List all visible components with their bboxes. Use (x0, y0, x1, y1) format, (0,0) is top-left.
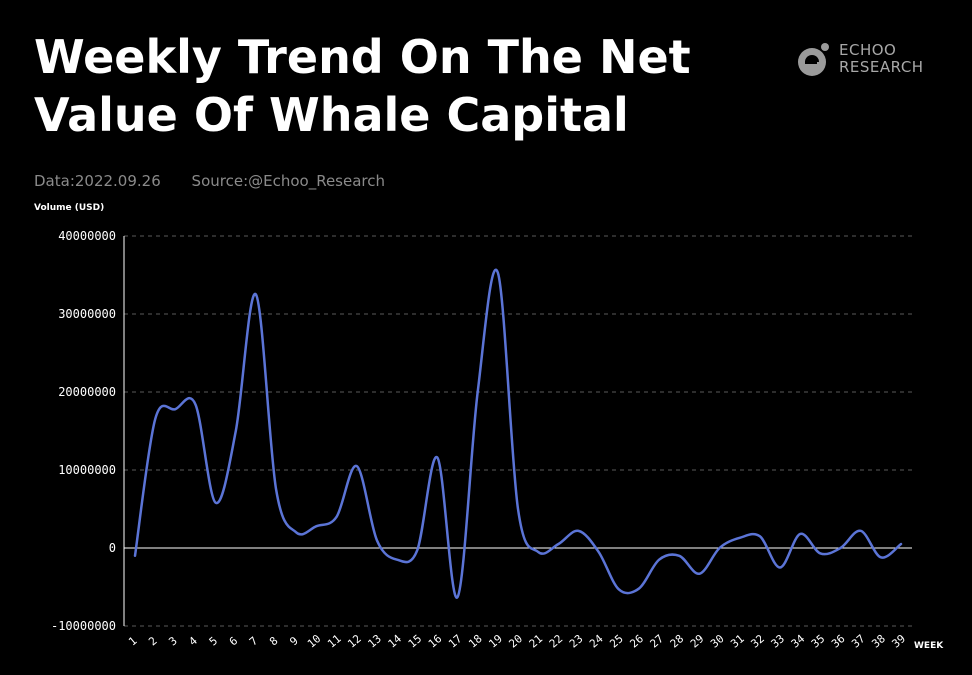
axis-layer (123, 236, 912, 626)
x-tick-label: 2 (146, 634, 159, 648)
x-tick-label: 26 (627, 632, 646, 650)
source-text: Source:@Echoo_Research (191, 172, 386, 190)
x-tick-label: 18 (466, 632, 485, 650)
y-tick-label: 10000000 (58, 463, 116, 477)
logo-line-1: ECHOO (839, 41, 897, 59)
x-tick-label: 1 (126, 634, 139, 648)
x-tick-label: 38 (869, 632, 888, 650)
y-tick-label: 40000000 (58, 229, 116, 243)
x-tick-label: 34 (789, 632, 808, 651)
x-tick-label: 37 (849, 632, 868, 650)
x-tick-label: 28 (668, 632, 687, 650)
chart-meta: Data:2022.09.26 Source:@Echoo_Research (34, 172, 385, 190)
x-tick-label: 21 (527, 632, 546, 650)
grid-layer (124, 235, 912, 627)
x-tick-label: 36 (829, 632, 848, 650)
x-tick-label: 8 (267, 634, 280, 648)
x-tick-label: 17 (446, 632, 465, 650)
chart-title: Weekly Trend On The Net Value Of Whale C… (34, 30, 691, 142)
x-tick-label: 3 (166, 634, 179, 648)
date-text: Data:2022.09.26 (34, 172, 161, 190)
x-tick-label: 10 (305, 632, 324, 650)
x-tick-label: 9 (287, 634, 300, 648)
x-tick-label: 32 (748, 632, 767, 650)
x-tick-label: 39 (889, 632, 908, 650)
x-tick-label: 31 (728, 632, 747, 650)
y-tick-label: 0 (109, 541, 116, 555)
logo-line-2: RESEARCH (839, 58, 924, 76)
x-tick-label: 6 (227, 634, 240, 648)
y-tick-label: -10000000 (51, 619, 116, 633)
x-axis-label: WEEK (914, 641, 944, 651)
x-tick-label: 19 (486, 632, 505, 650)
line-layer (133, 268, 903, 599)
x-tick-label: 11 (325, 632, 344, 650)
x-tick-label: 27 (648, 632, 667, 650)
x-tick-label: 22 (547, 632, 566, 650)
x-tick-label: 7 (247, 634, 260, 648)
y-tick-label: 30000000 (58, 307, 116, 321)
x-tick-label: 20 (506, 632, 525, 650)
logo-text: ECHOO RESEARCH (839, 42, 924, 76)
x-tick-label: 12 (345, 632, 364, 650)
x-tick-label: 35 (809, 632, 828, 650)
x-tick-label: 30 (708, 632, 727, 650)
x-tick-label: 15 (406, 632, 425, 650)
x-tick-label: 13 (365, 632, 384, 650)
y-tick-label: 20000000 (58, 385, 116, 399)
x-tick-label: 14 (386, 632, 405, 651)
x-tick-label: 16 (426, 632, 445, 650)
echoo-logo: ECHOO RESEARCH (795, 40, 945, 80)
label-layer: -10000000 0 10000000 20000000 30000000 400000… (51, 229, 944, 651)
series-line (133, 268, 903, 599)
x-tick-label: 24 (587, 632, 606, 651)
echoo-logo-icon (798, 43, 829, 76)
x-tick-label: 23 (567, 632, 586, 650)
x-tick-label: 29 (688, 632, 707, 650)
x-tick-label: 25 (607, 632, 626, 650)
x-tick-label: 4 (187, 634, 201, 648)
x-tick-label: 5 (207, 634, 220, 648)
x-tick-label: 33 (769, 632, 788, 650)
y-axis-label: Volume (USD) (34, 203, 105, 213)
